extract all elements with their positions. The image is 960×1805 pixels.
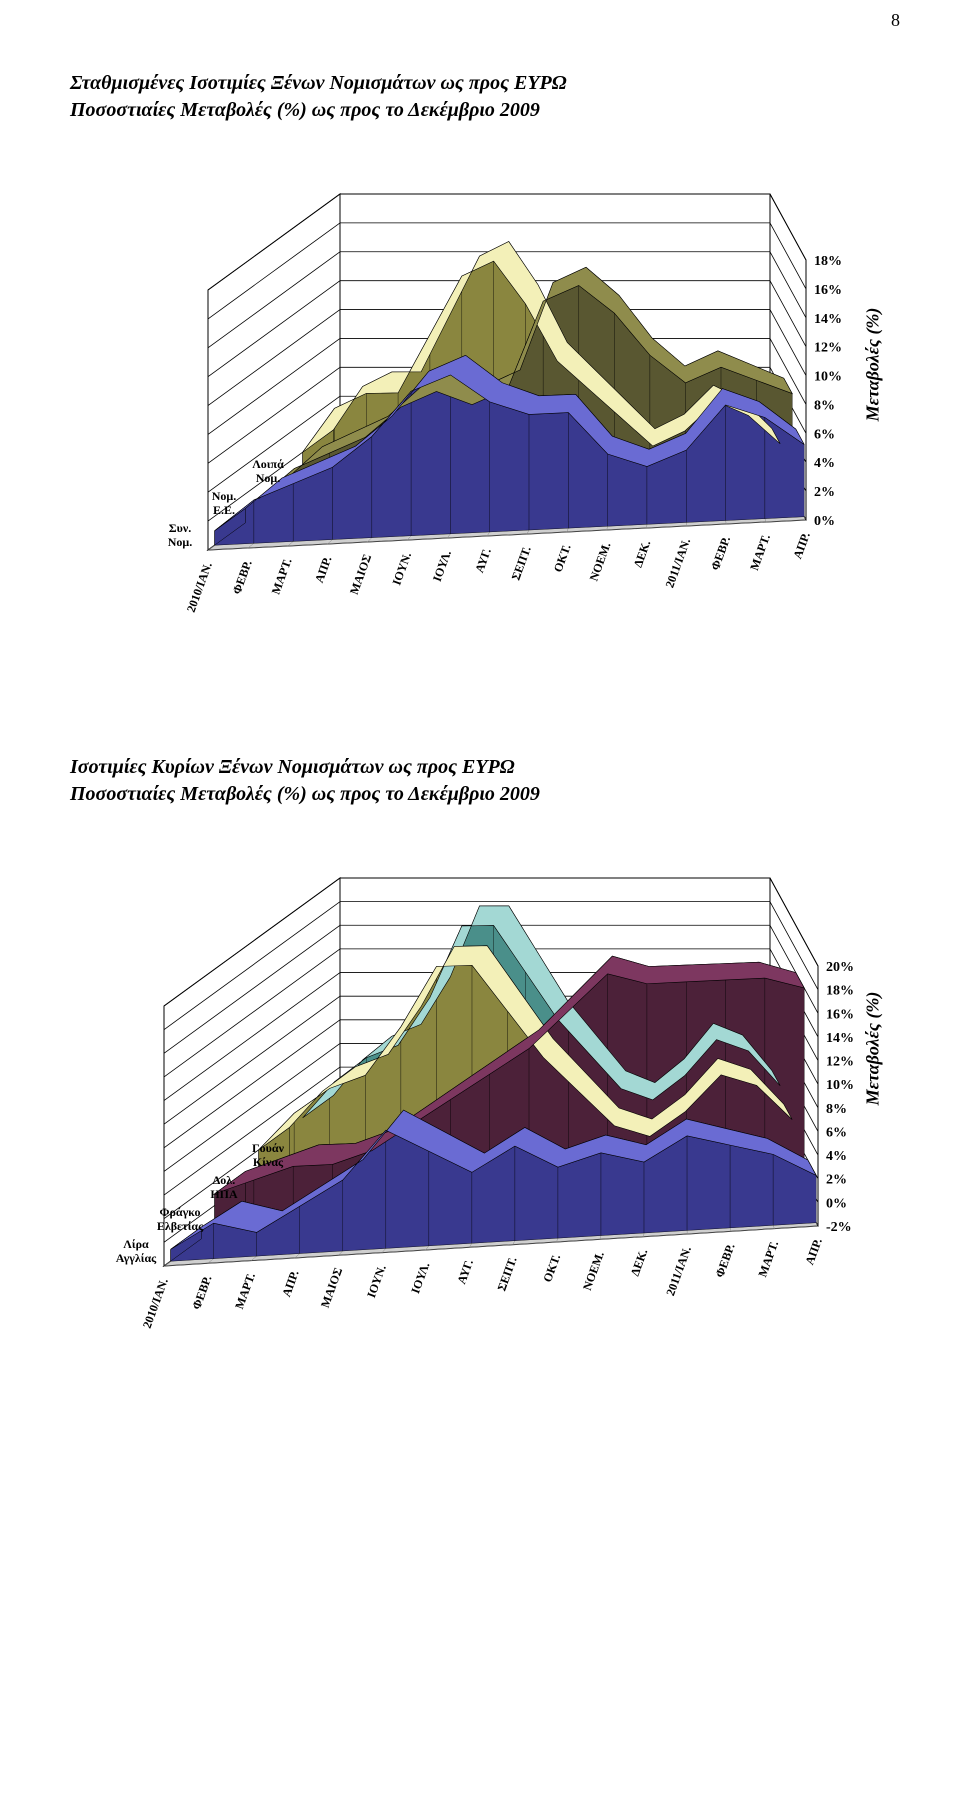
svg-text:ΜΑΙΟΣ: ΜΑΙΟΣ [347,552,375,596]
svg-text:ΑΠΡ.: ΑΠΡ. [802,1236,824,1266]
svg-text:6%: 6% [814,427,835,442]
svg-text:ΜΑΡΤ.: ΜΑΡΤ. [755,1239,781,1279]
svg-text:Λοιπά: Λοιπά [252,457,284,471]
chart1-ylabel: Μεταβολές (%) [863,308,884,422]
svg-text:8%: 8% [814,398,835,413]
svg-text:Δολ.: Δολ. [213,1173,235,1187]
svg-text:ΑΠΡ.: ΑΠΡ. [312,554,334,584]
svg-text:18%: 18% [826,984,854,999]
chart1-title-line2: Ποσοστιαίες Μεταβολές (%) ως προς το Δεκ… [70,99,540,121]
chart2-ylabel: Μεταβολές (%) [863,992,884,1106]
svg-text:10%: 10% [814,370,842,385]
svg-text:ΦΕΒΡ.: ΦΕΒΡ. [708,534,733,572]
svg-text:10%: 10% [826,1078,854,1093]
svg-text:ΣΕΠΤ.: ΣΕΠΤ. [494,1255,519,1293]
svg-text:Κίνας: Κίνας [253,1155,284,1169]
svg-text:ΙΟΥΛ.: ΙΟΥΛ. [430,548,454,583]
svg-text:2011/ΙΑΝ.: 2011/ΙΑΝ. [662,536,693,589]
svg-text:ΜΑΙΟΣ: ΜΑΙΟΣ [318,1265,346,1309]
svg-text:16%: 16% [826,1007,854,1022]
svg-text:ΑΥΓ.: ΑΥΓ. [472,546,494,574]
svg-text:ΜΑΡΤ.: ΜΑΡΤ. [232,1271,258,1311]
svg-text:ΙΟΥΝ.: ΙΟΥΝ. [389,550,414,587]
svg-text:ΙΟΥΛ.: ΙΟΥΛ. [408,1260,432,1295]
svg-text:4%: 4% [814,456,835,471]
svg-text:16%: 16% [814,283,842,298]
chart2-stage: -2% 0% 2% 4% 6% 8% 10% 12% 14% 16% 18% 20% 2010/ΙΑΝ.… [60,838,900,1398]
svg-text:18%: 18% [814,254,842,269]
svg-text:14%: 14% [814,312,842,327]
svg-text:20%: 20% [826,960,854,975]
svg-text:-2%: -2% [826,1220,852,1235]
chart2-svg: -2% 0% 2% 4% 6% 8% 10% 12% 14% 16% 18% 20% 2010/ΙΑΝ.… [60,838,900,1398]
svg-text:Φράγκο: Φράγκο [160,1205,201,1219]
svg-text:0%: 0% [826,1196,847,1211]
svg-text:ΜΑΡΤ.: ΜΑΡΤ. [747,532,773,572]
svg-text:Νομ.: Νομ. [168,535,192,549]
svg-text:ΣΕΠΤ.: ΣΕΠΤ. [509,544,534,582]
svg-text:ΟΚΤ.: ΟΚΤ. [540,1252,563,1284]
chart2-title-line2: Ποσοστιαίες Μεταβολές (%) ως προς το Δεκ… [70,783,540,805]
svg-text:Γουάν: Γουάν [252,1141,285,1155]
svg-text:ΔΕΚ.: ΔΕΚ. [631,538,654,569]
svg-text:2%: 2% [814,485,835,500]
svg-text:ΙΟΥΝ.: ΙΟΥΝ. [364,1263,389,1300]
chart1-svg: 0% 2% 4% 6% 8% 10% 12% 14% 16% 18% 2010/ΙΑΝ. ΦΕΒΡ. Μ… [60,154,900,714]
svg-text:ΦΕΒΡ.: ΦΕΒΡ. [229,558,254,596]
chart1-stage: 0% 2% 4% 6% 8% 10% 12% 14% 16% 18% 2010/ΙΑΝ. ΦΕΒΡ. Μ… [60,154,900,714]
svg-text:Ε.Ε.: Ε.Ε. [213,503,235,517]
svg-text:ΝΟΕΜ.: ΝΟΕΜ. [580,1250,607,1293]
chart2-title-line1: Ισοτιμίες Κυρίων Ξένων Νομισμάτων ως προ… [70,756,515,778]
svg-text:ΑΠΡ.: ΑΠΡ. [790,530,812,560]
page-number: 8 [891,10,900,31]
svg-text:ΑΠΡ.: ΑΠΡ. [279,1268,301,1298]
svg-text:Νομ.: Νομ. [256,471,280,485]
svg-text:4%: 4% [826,1149,847,1164]
svg-text:Συν.: Συν. [169,521,191,535]
svg-text:Λίρα: Λίρα [123,1237,149,1251]
svg-text:ΦΕΒΡ.: ΦΕΒΡ. [189,1274,214,1312]
svg-text:ΟΚΤ.: ΟΚΤ. [551,542,574,574]
svg-text:2010/ΙΑΝ.: 2010/ΙΑΝ. [140,1276,171,1330]
svg-text:ΝΟΕΜ.: ΝΟΕΜ. [587,540,614,583]
svg-text:12%: 12% [814,341,842,356]
svg-text:14%: 14% [826,1031,854,1046]
svg-text:2011/ΙΑΝ.: 2011/ΙΑΝ. [663,1244,694,1297]
svg-text:ΔΕΚ.: ΔΕΚ. [628,1247,651,1278]
chart1-title: Σταθμισμένες Ισοτιμίες Ξένων Νομισμάτων … [70,70,900,124]
svg-text:0%: 0% [814,514,835,529]
svg-text:Αγγλίας: Αγγλίας [116,1251,157,1265]
svg-text:Νομ.: Νομ. [212,489,236,503]
svg-text:ΜΑΡΤ.: ΜΑΡΤ. [269,556,295,596]
svg-text:6%: 6% [826,1125,847,1140]
svg-text:12%: 12% [826,1055,854,1070]
chart1-title-line1: Σταθμισμένες Ισοτιμίες Ξένων Νομισμάτων … [70,72,567,94]
svg-text:ΗΠΑ: ΗΠΑ [210,1187,238,1201]
svg-text:ΦΕΒΡ.: ΦΕΒΡ. [712,1242,737,1280]
chart2-title: Ισοτιμίες Κυρίων Ξένων Νομισμάτων ως προ… [70,754,900,808]
svg-text:8%: 8% [826,1102,847,1117]
svg-text:2%: 2% [826,1173,847,1188]
svg-text:2010/ΙΑΝ.: 2010/ΙΑΝ. [184,560,215,614]
svg-text:ΑΥΓ.: ΑΥΓ. [454,1258,476,1286]
